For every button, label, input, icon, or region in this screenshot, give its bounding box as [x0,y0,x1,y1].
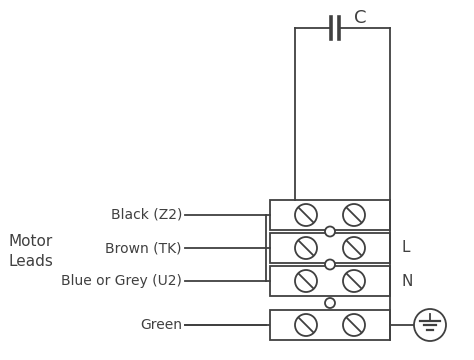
Circle shape [343,314,365,336]
Circle shape [295,314,317,336]
Text: L: L [402,240,410,256]
Circle shape [343,237,365,259]
Circle shape [325,226,335,237]
Circle shape [295,204,317,226]
Text: Motor: Motor [8,234,52,249]
Circle shape [343,270,365,292]
Bar [270,266,390,296]
Text: Black (Z2): Black (Z2) [110,208,182,222]
Text: C: C [354,9,366,27]
Bar [270,200,390,230]
Circle shape [343,204,365,226]
Bar [270,233,390,263]
Text: Blue or Grey (U2): Blue or Grey (U2) [61,274,182,288]
Bar [270,310,390,340]
Circle shape [295,237,317,259]
Circle shape [414,309,446,341]
Text: N: N [402,274,413,288]
Text: Brown (TK): Brown (TK) [106,241,182,255]
Circle shape [325,260,335,270]
Circle shape [325,298,335,308]
Text: Green: Green [140,318,182,332]
Circle shape [295,270,317,292]
Text: Leads: Leads [8,255,53,270]
